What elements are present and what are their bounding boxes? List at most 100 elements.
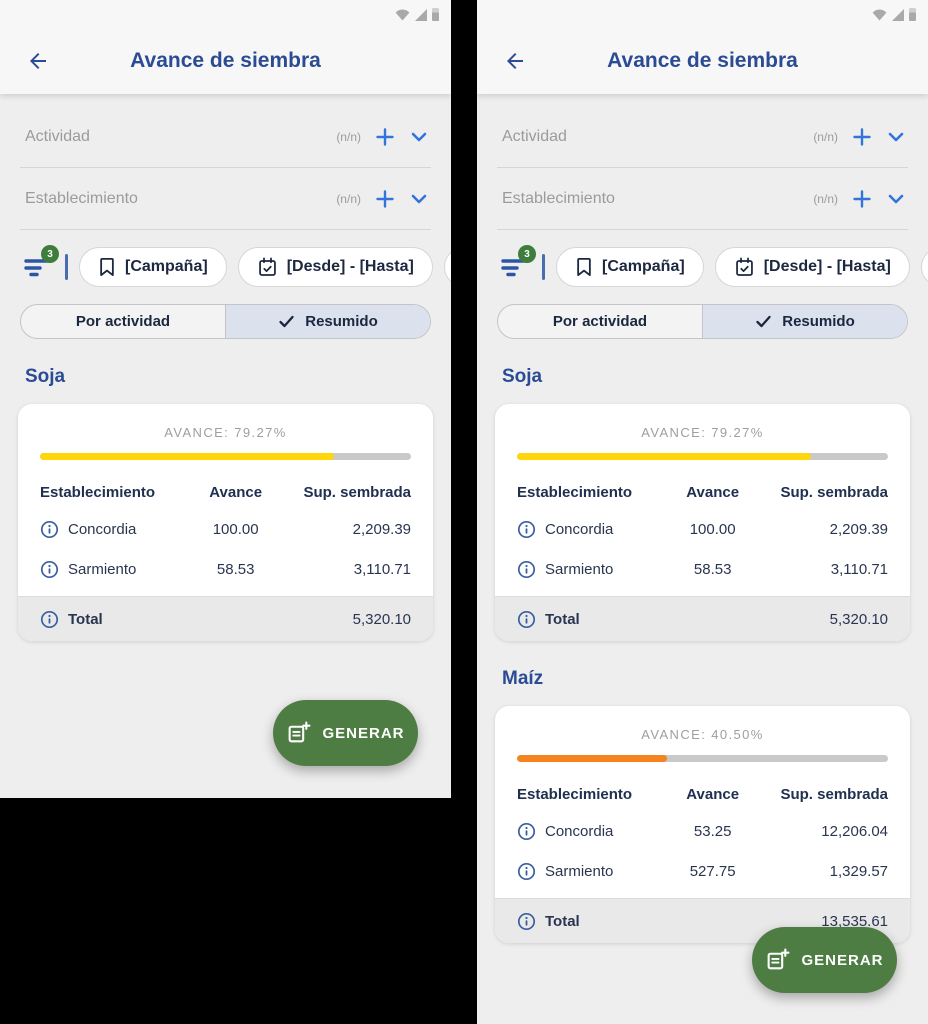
info-icon[interactable] bbox=[40, 520, 59, 539]
table-row[interactable]: Sarmiento 527.75 1,329.57 bbox=[495, 851, 910, 891]
chip-partial[interactable] bbox=[920, 247, 928, 287]
chip-desde-hasta[interactable]: [Desde] - [Hasta] bbox=[237, 247, 433, 287]
plus-icon[interactable] bbox=[375, 127, 395, 147]
field-count: (n/n) bbox=[336, 191, 361, 206]
cell-establecimiento: Sarmiento bbox=[545, 862, 614, 880]
cell-establecimiento: Sarmiento bbox=[545, 560, 614, 578]
field-count: (n/n) bbox=[813, 129, 838, 144]
bookmark-icon bbox=[98, 257, 116, 277]
chevron-down-icon[interactable] bbox=[886, 191, 906, 207]
note-add-icon bbox=[765, 948, 790, 973]
chevron-down-icon[interactable] bbox=[409, 191, 429, 207]
cell-total-label: Total bbox=[545, 610, 580, 628]
chip-label: [Campaña] bbox=[602, 258, 685, 275]
avance-label: AVANCE: 79.27% bbox=[641, 425, 764, 440]
page-title: Avance de siembra bbox=[607, 49, 798, 72]
filter-list-button[interactable]: 3 bbox=[20, 245, 59, 282]
progress-bar bbox=[517, 755, 888, 762]
table-header-row: Establecimiento Avance Sup. sembrada bbox=[495, 777, 910, 811]
cell-establecimiento: Concordia bbox=[545, 822, 614, 840]
table-row[interactable]: Sarmiento 58.53 3,110.71 bbox=[18, 549, 433, 589]
info-icon[interactable] bbox=[40, 610, 59, 629]
chevron-down-icon[interactable] bbox=[409, 129, 429, 145]
cell-avance: 58.53 bbox=[693, 560, 732, 578]
table-row[interactable]: Concordia 100.00 2,209.39 bbox=[18, 509, 433, 549]
toggle-por-actividad[interactable]: Por actividad bbox=[21, 305, 225, 338]
filter-list-button[interactable]: 3 bbox=[497, 245, 536, 282]
filter-field-actividad[interactable]: Actividad (n/n) bbox=[497, 106, 908, 168]
toggle-resumido[interactable]: Resumido bbox=[225, 305, 430, 338]
top-app-bar: Avance de siembra bbox=[477, 0, 928, 94]
cell-total-label: Total bbox=[68, 610, 103, 628]
crop-title-maiz: Maíz bbox=[502, 668, 544, 689]
cell-avance: 100.00 bbox=[212, 520, 259, 538]
header-sup-sembrada: Sup. sembrada bbox=[303, 483, 412, 501]
toggle-resumido[interactable]: Resumido bbox=[702, 305, 907, 338]
chip-label: [Campaña] bbox=[125, 258, 208, 275]
chevron-down-icon[interactable] bbox=[886, 129, 906, 145]
cell-sup: 1,329.57 bbox=[829, 862, 889, 880]
crop-title-soja: Soja bbox=[502, 366, 543, 387]
battery-icon bbox=[432, 8, 439, 21]
chip-campana[interactable]: [Campaña] bbox=[556, 247, 704, 287]
filter-field-actividad[interactable]: Actividad (n/n) bbox=[20, 106, 431, 168]
table-header-row: Establecimiento Avance Sup. sembrada bbox=[495, 475, 910, 509]
view-toggle: Por actividad Resumido bbox=[20, 304, 431, 339]
avance-label: AVANCE: 79.27% bbox=[164, 425, 287, 440]
field-label: Actividad bbox=[502, 127, 567, 145]
chip-desde-hasta[interactable]: [Desde] - [Hasta] bbox=[714, 247, 910, 287]
chip-campana[interactable]: [Campaña] bbox=[79, 247, 227, 287]
info-icon[interactable] bbox=[517, 560, 536, 579]
cell-establecimiento: Concordia bbox=[545, 520, 614, 538]
back-button[interactable] bbox=[499, 45, 531, 77]
calendar-check-icon bbox=[257, 256, 278, 278]
plus-icon[interactable] bbox=[852, 127, 872, 147]
crop-card-soja: AVANCE: 79.27% Establecimiento Avance Su… bbox=[495, 404, 910, 641]
generar-fab-button[interactable]: GENERAR bbox=[752, 927, 897, 993]
back-button[interactable] bbox=[22, 45, 54, 77]
avance-label: AVANCE: 40.50% bbox=[641, 727, 764, 742]
chip-label: [Desde] - [Hasta] bbox=[763, 258, 891, 275]
info-icon[interactable] bbox=[40, 560, 59, 579]
crop-card-soja: AVANCE: 79.27% Establecimiento Avance Su… bbox=[18, 404, 433, 641]
page-title: Avance de siembra bbox=[130, 49, 321, 72]
info-icon[interactable] bbox=[517, 610, 536, 629]
chip-partial[interactable] bbox=[443, 247, 451, 287]
filter-field-establecimiento[interactable]: Establecimiento (n/n) bbox=[20, 168, 431, 230]
fab-label: GENERAR bbox=[801, 951, 884, 969]
table-row[interactable]: Concordia 100.00 2,209.39 bbox=[495, 509, 910, 549]
toggle-label: Por actividad bbox=[75, 313, 171, 330]
crop-title-soja: Soja bbox=[25, 366, 66, 387]
plus-icon[interactable] bbox=[375, 189, 395, 209]
generar-fab-button[interactable]: GENERAR bbox=[273, 700, 418, 766]
info-icon[interactable] bbox=[517, 520, 536, 539]
wifi-icon bbox=[872, 9, 887, 21]
cell-sup: 3,110.71 bbox=[353, 560, 412, 578]
progress-bar bbox=[517, 453, 888, 460]
filter-field-establecimiento[interactable]: Establecimiento (n/n) bbox=[497, 168, 908, 230]
cell-avance: 100.00 bbox=[689, 520, 736, 538]
progress-bar bbox=[40, 453, 411, 460]
note-add-icon bbox=[286, 721, 311, 746]
info-icon[interactable] bbox=[517, 862, 536, 881]
table-row[interactable]: Sarmiento 58.53 3,110.71 bbox=[495, 549, 910, 589]
header-establecimiento: Establecimiento bbox=[40, 483, 156, 501]
progress-bar-fill bbox=[40, 453, 335, 460]
plus-icon[interactable] bbox=[852, 189, 872, 209]
separator bbox=[542, 254, 545, 280]
cell-total-sup: 5,320.10 bbox=[829, 610, 889, 628]
cell-avance: 53.25 bbox=[693, 822, 732, 840]
table-total-row[interactable]: Total 5,320.10 bbox=[18, 596, 433, 641]
filter-count-badge: 3 bbox=[41, 245, 59, 263]
top-app-bar: Avance de siembra bbox=[0, 0, 451, 94]
table-row[interactable]: Concordia 53.25 12,206.04 bbox=[495, 811, 910, 851]
crop-card-maiz: AVANCE: 40.50% Establecimiento Avance Su… bbox=[495, 706, 910, 943]
separator bbox=[65, 254, 68, 280]
info-icon[interactable] bbox=[517, 912, 536, 931]
table-total-row[interactable]: Total 5,320.10 bbox=[495, 596, 910, 641]
info-icon[interactable] bbox=[517, 822, 536, 841]
progress-bar-fill bbox=[517, 755, 668, 762]
chip-label: [Desde] - [Hasta] bbox=[286, 258, 414, 275]
cell-sup: 12,206.04 bbox=[821, 822, 889, 840]
toggle-por-actividad[interactable]: Por actividad bbox=[498, 305, 702, 338]
